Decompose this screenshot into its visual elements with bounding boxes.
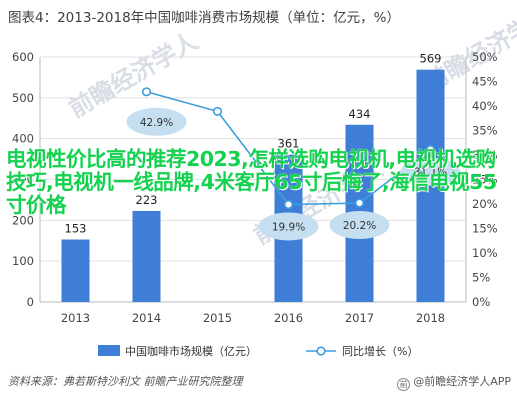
bar-data-label: 569 [420,52,442,66]
left-tick-label: 100 [12,254,34,268]
x-tick-label: 2013 [61,311,90,325]
x-tick-label: 2018 [416,311,445,325]
growth-data-label: 42.9% [140,117,173,129]
right-tick-label: 25% [472,173,498,187]
legend-bar-swatch [98,345,120,356]
overlay-text: 电视性价比高的推荐2023,怎样选购电视机,电视机选购技巧,电视机一线品牌,4米… [6,147,497,217]
right-tick-label: 30% [472,148,498,162]
watermark-text-0: 前瞻经济学人 [64,27,203,123]
right-tick-label: 10% [472,246,498,260]
bar [132,210,161,302]
right-tick-label: 50% [472,50,498,64]
bar-data-label: 223 [136,193,158,207]
growth-data-label: 19.9% [272,221,305,233]
bar [416,69,445,303]
legend-line-label: 同比增长（%） [342,344,418,358]
bar-data-label: 361 [278,137,300,151]
right-tick-label: 5% [472,271,490,285]
left-tick-label: 300 [12,173,34,187]
legend-line-marker [316,346,326,356]
right-tick-label: 45% [472,75,498,89]
brand-label: @前瞻经济学人APP [413,375,511,388]
right-tick-label: 40% [472,99,498,113]
right-tick-label: 20% [472,197,498,211]
left-tick-label: 0 [27,295,34,309]
growth-label-bubble [329,211,390,240]
growth-data-label: 31.1% [414,167,447,179]
right-tick-label: 35% [472,124,498,138]
growth-point [425,145,436,155]
left-tick-label: 600 [12,50,34,64]
right-tick-label: 15% [472,222,498,236]
bar-data-label: 434 [349,107,371,121]
left-tick-label: 200 [12,213,34,227]
source-note: 资料来源：弗若斯特沙利文 前瞻产业研究院整理 [8,375,243,388]
left-tick-label: 400 [12,132,34,146]
left-tick-label: 500 [12,91,34,105]
x-tick-label: 2016 [274,311,303,325]
legend-bar-label: 中国咖啡市场规模（亿元） [125,344,257,358]
growth-data-label: 20.2% [343,220,376,232]
growth-label-bubble [126,107,187,136]
x-tick-label: 2015 [203,311,232,325]
growth-label-bubble [400,157,461,186]
growth-point [212,106,223,116]
growth-point [354,198,365,208]
right-tick-label: 0% [472,295,490,309]
growth-point [283,199,294,210]
bar-data-label: 153 [65,222,87,236]
brand-credit: 前 @前瞻经济学人APP [397,373,511,391]
brand-logo-icon: 前 [397,378,411,391]
growth-label-bubble [258,212,319,241]
x-tick-label: 2014 [132,311,161,325]
chart-title: 图表4：2013-2018年中国咖啡消费市场规模（单位：亿元，%） [8,10,401,26]
bar [61,239,90,302]
x-tick-label: 2017 [345,311,374,325]
growth-point [141,87,152,97]
